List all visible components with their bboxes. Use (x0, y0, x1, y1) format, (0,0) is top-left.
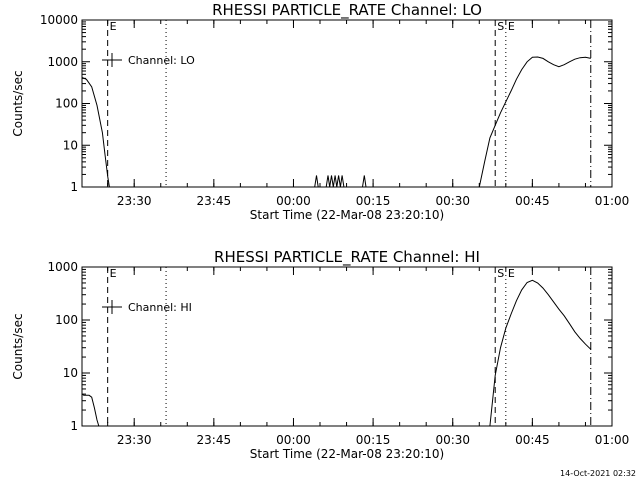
x-tick-label: 00:45 (515, 433, 550, 447)
series-line (341, 175, 345, 188)
series-line (489, 279, 592, 427)
event-marker-label: S (497, 20, 504, 33)
x-tick-label: 23:45 (197, 433, 232, 447)
y-tick-label: 10 (63, 366, 78, 380)
x-tick-label: 01:00 (595, 194, 630, 208)
y-tick-label: 1 (70, 419, 78, 433)
y-tick-label: 1000 (47, 55, 78, 69)
x-tick-label: 01:00 (595, 433, 630, 447)
x-tick-label: 23:30 (117, 433, 152, 447)
series-line (81, 77, 110, 188)
event-marker-label: E (508, 20, 515, 33)
x-tick-label: 00:45 (515, 194, 550, 208)
x-tick-label: 00:30 (435, 194, 470, 208)
legend-label: Channel: LO (128, 54, 195, 67)
y-tick-label: 10 (63, 138, 78, 152)
y-tick-label: 1 (70, 180, 78, 194)
series-line (81, 393, 100, 427)
x-tick-label: 23:45 (197, 194, 232, 208)
event-marker-label: S (497, 267, 504, 280)
chart-title: RHESSI PARTICLE_RATE Channel: HI (214, 248, 480, 267)
x-tick-label: 00:15 (356, 194, 391, 208)
plot-frame (81, 266, 613, 427)
y-tick-label: 100 (55, 97, 78, 111)
event-marker-label: E (110, 20, 117, 33)
event-marker-label: E (110, 267, 117, 280)
y-tick-label: 1000 (47, 260, 78, 274)
chart-title: RHESSI PARTICLE_RATE Channel: LO (212, 1, 482, 20)
x-axis-label: Start Time (22-Mar-08 23:20:10) (250, 208, 444, 222)
event-marker-label: E (508, 267, 515, 280)
series-line (314, 175, 319, 188)
legend-label: Channel: HI (128, 301, 192, 314)
x-tick-label: 00:00 (276, 194, 311, 208)
y-axis-label: Counts/sec (11, 313, 25, 379)
series-line (362, 175, 367, 188)
series-line (478, 56, 591, 188)
x-tick-label: 23:30 (117, 194, 152, 208)
x-axis-label: Start Time (22-Mar-08 23:20:10) (250, 447, 444, 461)
plot-frame (81, 19, 613, 188)
x-tick-label: 00:00 (276, 433, 311, 447)
x-tick-label: 00:30 (435, 433, 470, 447)
y-axis-label: Counts/sec (11, 70, 25, 136)
y-tick-label: 10000 (40, 13, 78, 27)
series-line (325, 175, 343, 188)
footer-timestamp: 14-Oct-2021 02:32 (560, 469, 636, 478)
y-tick-label: 100 (55, 313, 78, 327)
x-tick-label: 00:15 (356, 433, 391, 447)
